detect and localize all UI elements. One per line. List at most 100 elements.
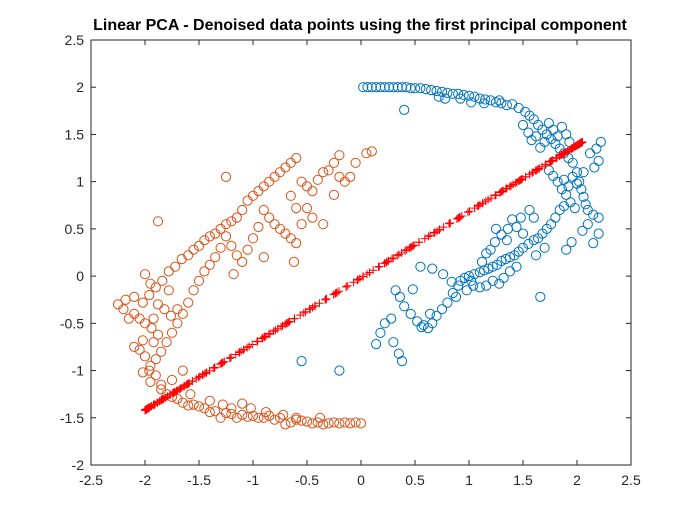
cluster-orange-point-147 [228, 269, 239, 280]
cluster-blue-point-110 [517, 228, 529, 239]
denoised-point-219 [484, 195, 493, 204]
cluster-orange-point-133 [177, 365, 188, 376]
cluster-blue-point-154 [393, 348, 404, 359]
denoised-point-215 [514, 177, 523, 185]
cluster-blue-point-66 [580, 199, 591, 210]
cluster-blue-point-157 [425, 308, 436, 319]
denoised-point-123 [290, 314, 299, 323]
cluster-orange-point-47 [152, 329, 164, 340]
denoised-point-201 [435, 225, 444, 234]
denoised-point-220 [507, 181, 516, 190]
cluster-orange-point-123 [172, 318, 183, 329]
cluster-orange-point-110 [242, 244, 253, 255]
cluster-orange-point-109 [247, 233, 259, 244]
cluster-blue-point-132 [582, 219, 593, 230]
cluster-orange-point-17 [264, 410, 275, 421]
cluster-blue-point-150 [379, 318, 390, 329]
cluster-orange-point-95 [350, 157, 361, 168]
denoised-point-222 [478, 199, 487, 208]
cluster-orange-point-16 [269, 414, 280, 425]
denoised-point-159 [342, 282, 351, 291]
x-tick-label-2: -1.5 [187, 472, 211, 488]
x-tick-label-10: 2.5 [621, 472, 641, 488]
cluster-orange-point-97 [366, 146, 377, 157]
y-tick-label-5: 0.5 [65, 221, 85, 237]
cluster-blue-point-139 [436, 304, 448, 315]
x-tick-label-3: -1 [247, 472, 260, 488]
cluster-blue-point-23 [469, 91, 480, 102]
cluster-orange-point-7 [318, 419, 329, 430]
denoised-point-240 [518, 174, 527, 183]
cluster-orange-point-90 [323, 165, 334, 176]
y-tick-label-8: 2 [76, 79, 84, 95]
denoised-point-151 [329, 290, 338, 299]
denoised-point-177 [402, 245, 411, 254]
cluster-blue-point-16 [431, 85, 442, 97]
cluster-orange-point-8 [312, 417, 323, 428]
cluster-orange-point-89 [318, 167, 329, 178]
cluster-orange-point-52 [123, 313, 134, 324]
denoised-point-117 [253, 337, 262, 346]
denoised-point-172 [375, 262, 384, 271]
cluster-orange-point-120 [188, 285, 199, 296]
denoised-point-209 [454, 214, 463, 223]
cluster-blue-point-166 [490, 223, 502, 234]
cluster-orange-point-96 [361, 148, 372, 159]
cluster-blue-point-26 [485, 95, 496, 106]
x-tick-label-1: -2 [139, 472, 152, 488]
cluster-orange-point-113 [226, 240, 237, 251]
y-tick-label-1: -1.5 [60, 410, 84, 426]
cluster-blue-point-6 [384, 82, 395, 93]
denoised-point-206 [452, 215, 461, 223]
cluster-blue-point-84 [558, 174, 570, 185]
markers-layer [112, 82, 606, 430]
cluster-blue-point-164 [466, 275, 477, 286]
cluster-blue-point-121 [494, 278, 505, 289]
denoised-point-297 [577, 138, 586, 147]
cluster-orange-point-64 [183, 250, 194, 261]
cluster-orange-point-119 [193, 275, 205, 286]
denoised-point-147 [383, 257, 392, 266]
denoised-point-133 [283, 318, 292, 327]
cluster-blue-point-68 [588, 209, 599, 220]
cluster-orange-point-84 [291, 153, 302, 164]
cluster-orange-point-91 [328, 157, 340, 168]
cluster-blue-point-135 [561, 244, 572, 255]
denoised-point-178 [415, 238, 424, 247]
denoised-point-196 [430, 228, 439, 237]
cluster-orange-point-130 [145, 376, 156, 387]
cluster-orange-point-42 [145, 360, 156, 371]
y-tick-label-6: 1 [76, 174, 84, 190]
ticks-layer: -2.5 -2 -1.5 -1 -0.5 0 0.5 1 1.5 2 2.5-2-1.5-1-0.5… [60, 32, 641, 488]
denoised-point-88 [209, 364, 218, 373]
cluster-blue-point-5 [379, 82, 390, 93]
cluster-blue-point-79 [595, 136, 606, 148]
cluster-blue-point-33 [466, 97, 477, 108]
cluster-orange-point-11 [296, 415, 307, 426]
denoised-point-104 [225, 354, 234, 363]
cluster-orange-point-54 [112, 299, 124, 310]
cluster-blue-point-174 [528, 212, 539, 223]
cluster-orange-point-152 [137, 335, 148, 346]
cluster-blue-point-61 [535, 142, 546, 153]
cluster-blue-point-1 [362, 82, 373, 93]
cluster-orange-point-156 [245, 403, 256, 414]
cluster-blue-point-117 [481, 248, 492, 259]
cluster-orange-point-121 [183, 297, 194, 308]
cluster-blue-point-156 [416, 322, 427, 333]
denoised-point-214 [464, 208, 472, 217]
denoised-point-70 [173, 386, 182, 395]
denoised-point-298 [574, 140, 583, 149]
cluster-blue-point-140 [431, 310, 442, 321]
denoised-point-99 [217, 359, 226, 368]
cluster-orange-point-126 [156, 346, 167, 357]
cluster-orange-point-153 [185, 389, 196, 400]
cluster-orange-point-9 [307, 418, 318, 429]
cluster-orange-point-139 [152, 216, 164, 227]
cluster-blue-point-160 [427, 263, 438, 274]
cluster-blue-point-29 [501, 100, 512, 111]
cluster-blue-point-50 [517, 119, 529, 131]
cluster-orange-point-27 [210, 406, 221, 417]
cluster-blue-point-28 [496, 98, 507, 109]
